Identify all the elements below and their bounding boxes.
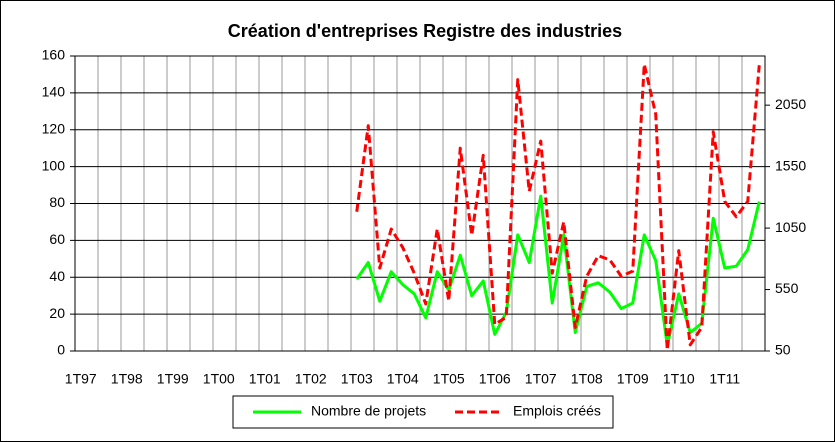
y2-tick-label: 50 [775,342,791,358]
y2-tick-label: 1550 [775,157,806,173]
x-tick-label: 1T98 [111,371,143,387]
chart-title: Création d'entreprises Registre des indu… [228,21,622,41]
series-line [355,194,761,347]
y-tick-label: 100 [42,157,66,173]
legend-label: Emplois créés [513,403,601,419]
y-tick-label: 0 [57,342,65,358]
y-tick-label: 120 [42,120,66,136]
y-tick-label: 160 [42,47,66,63]
x-tick-label: 1T99 [157,371,189,387]
x-tick-label: 1T02 [295,371,327,387]
x-tick-label: 1T04 [387,371,419,387]
x-tick-label: 1T10 [663,371,695,387]
x-tick-label: 1T09 [617,371,649,387]
y2-tick-label: 550 [775,280,799,296]
x-tick-label: 1T11 [709,371,740,387]
y-tick-label: 20 [49,305,65,321]
series-line [355,62,761,352]
y2-tick-label: 2050 [775,96,806,112]
x-tick-label: 1T01 [249,371,281,387]
x-tick-label: 1T05 [433,371,465,387]
x-tick-label: 1T07 [525,371,557,387]
x-tick-label: 1T00 [203,371,235,387]
y-tick-label: 40 [49,268,65,284]
y-tick-label: 60 [49,231,65,247]
y-tick-label: 140 [42,84,66,100]
legend-label: Nombre de projets [311,403,426,419]
x-tick-label: 1T08 [571,371,603,387]
x-tick-label: 1T03 [341,371,373,387]
y2-tick-label: 1050 [775,219,806,235]
y-tick-label: 80 [49,194,65,210]
x-tick-label: 1T97 [65,371,97,387]
x-tick-label: 1T06 [479,371,511,387]
